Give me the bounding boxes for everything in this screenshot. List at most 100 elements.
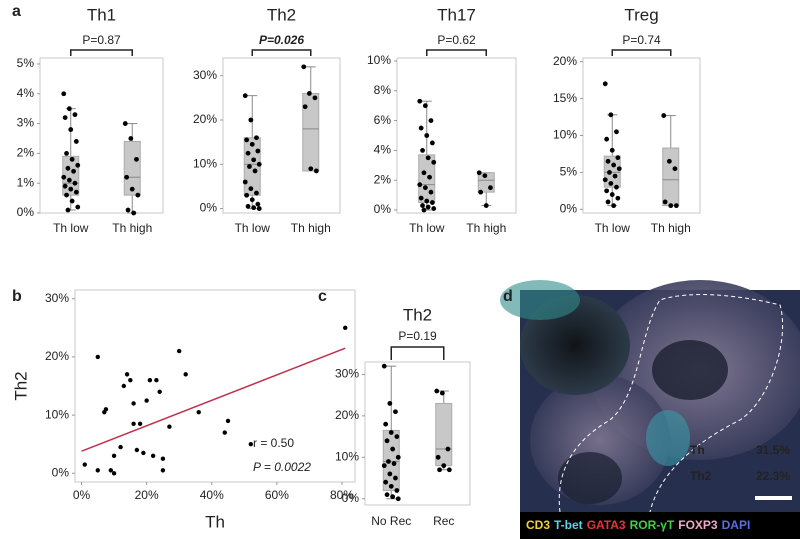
chart-title: Th1 <box>87 5 116 24</box>
data-point <box>72 112 78 118</box>
y-tick-label: 20% <box>553 54 577 68</box>
plot-frame <box>364 361 471 506</box>
data-point <box>428 118 434 123</box>
data-point <box>308 166 314 172</box>
data-point <box>662 199 668 205</box>
data-point <box>245 150 251 156</box>
y-tick-label: 10% <box>45 407 69 421</box>
data-point <box>425 204 431 210</box>
data-point <box>418 125 424 131</box>
data-point <box>386 459 391 464</box>
y-tick-label: 30% <box>193 68 217 82</box>
data-point <box>602 177 608 183</box>
data-point <box>395 496 401 502</box>
x-tick-label: Th low <box>235 221 271 235</box>
data-point <box>301 64 307 70</box>
y-tick-label: 0% <box>342 491 360 505</box>
data-point <box>614 184 619 190</box>
y-tick-label: 0% <box>17 205 35 219</box>
chart-title: Th2 <box>403 305 432 324</box>
data-point <box>422 185 428 191</box>
data-point <box>608 181 614 186</box>
data-point <box>482 173 488 179</box>
data-point <box>441 463 447 469</box>
data-point <box>605 199 611 205</box>
image-label: Th2 <box>690 469 712 483</box>
image-follicle <box>652 340 728 400</box>
y-tick-label: 30% <box>45 291 69 305</box>
data-point <box>312 95 318 101</box>
y-tick-label: 10% <box>553 128 577 142</box>
data-point <box>255 148 261 154</box>
data-point <box>131 401 136 406</box>
data-point <box>387 471 393 477</box>
image-value: 22.3% <box>756 469 790 483</box>
data-point <box>183 372 188 377</box>
data-point <box>417 182 423 188</box>
x-tick-label: Th high <box>291 221 331 235</box>
data-point <box>248 186 254 192</box>
data-point <box>668 203 674 209</box>
data-point <box>65 165 71 171</box>
panel-label: a <box>12 3 21 20</box>
data-point <box>157 389 162 395</box>
data-point <box>614 129 619 135</box>
data-point <box>108 468 114 473</box>
data-point <box>71 168 76 174</box>
y-tick-label: 5% <box>560 165 578 179</box>
x-axis-label: Th <box>205 512 225 531</box>
data-point <box>421 207 427 213</box>
data-point <box>61 91 67 97</box>
x-tick-label: No Rec <box>371 514 411 528</box>
panel-label: c <box>318 288 327 305</box>
data-point <box>313 168 319 174</box>
channel-name: FOXP3 <box>678 518 718 532</box>
data-point <box>144 398 149 403</box>
data-point <box>61 174 67 180</box>
data-point <box>420 148 425 153</box>
data-point <box>249 141 255 147</box>
data-point <box>612 173 618 179</box>
x-tick-label: Th low <box>595 221 631 235</box>
data-point <box>131 210 137 216</box>
p-value: P=0.19 <box>398 329 437 343</box>
y-tick-label: 20% <box>335 408 359 422</box>
data-point <box>417 98 423 104</box>
data-point <box>255 201 261 207</box>
data-point <box>388 483 394 489</box>
data-point <box>483 203 489 208</box>
x-tick-label: 20% <box>135 488 159 502</box>
data-point <box>254 135 259 141</box>
data-point <box>141 450 146 456</box>
x-tick-label: Th high <box>112 221 152 235</box>
micrograph <box>500 280 800 539</box>
data-point <box>160 456 166 461</box>
data-point <box>82 462 87 467</box>
data-point <box>383 421 389 427</box>
data-point <box>62 183 68 189</box>
data-point <box>244 137 250 143</box>
data-point <box>75 204 81 210</box>
data-point <box>343 325 348 331</box>
data-point <box>395 454 401 460</box>
x-tick-label: Th high <box>651 221 691 235</box>
p-value: P=0.74 <box>622 33 661 47</box>
y-tick-label: 5% <box>17 56 35 70</box>
data-point <box>607 170 612 175</box>
chart-title: Treg <box>624 5 658 24</box>
box <box>662 147 680 207</box>
data-point <box>422 103 428 109</box>
data-point <box>69 198 75 204</box>
significance-bracket <box>611 49 672 56</box>
data-point <box>66 106 72 112</box>
data-point <box>431 159 437 165</box>
channel-name: CD3 <box>526 518 550 532</box>
data-point <box>176 348 182 354</box>
data-point <box>609 192 615 197</box>
panel-label: b <box>12 288 22 305</box>
data-point <box>111 453 117 459</box>
y-tick-label: 20% <box>45 349 69 363</box>
data-point <box>128 136 134 141</box>
data-point <box>383 479 389 485</box>
